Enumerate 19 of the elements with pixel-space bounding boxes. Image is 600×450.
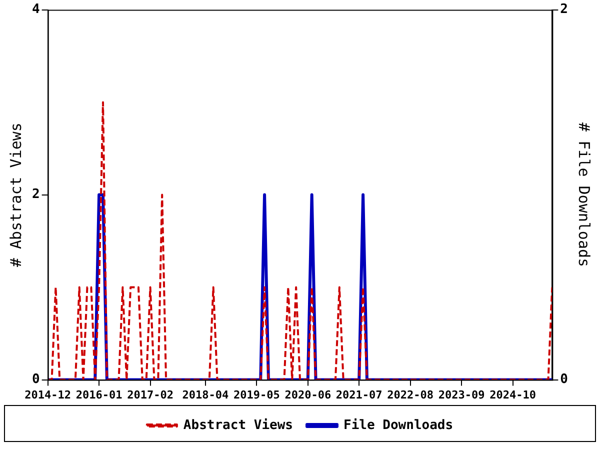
x-tick-label: 2023-09 [438,388,485,402]
x-tick-label: 2021-07 [336,388,382,402]
y2-axis-title: # File Downloads [575,122,594,268]
x-tick-label: 2017-02 [127,388,174,402]
x-tick-label: 2018-04 [182,388,229,402]
x-tick-label: 2016-01 [76,388,123,402]
y2-tick-label: 0 [560,372,568,388]
y-tick-label: 4 [32,2,40,18]
y-tick-label: 2 [32,187,40,202]
x-tick-label: 2019-05 [233,388,280,402]
x-tick-label: 2024-10 [490,388,536,402]
x-tick-label: 2020-06 [284,388,332,402]
legend-label: Abstract Views [183,418,294,433]
x-tick-label: 2014-12 [24,388,72,402]
y-tick-label: 0 [32,372,40,388]
legend-label: File Downloads [344,418,454,433]
y-axis-title: # Abstract Views [6,122,25,268]
x-tick-label: 2022-08 [387,388,434,402]
y2-tick-label: 2 [560,2,568,18]
